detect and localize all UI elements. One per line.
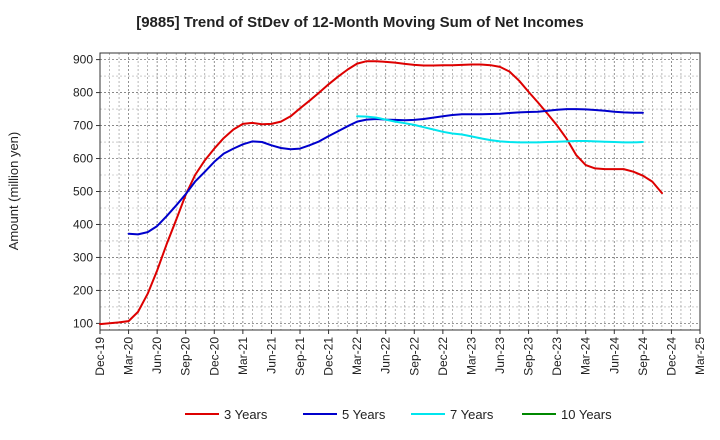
legend-label: 3 Years (224, 407, 268, 422)
y-axis-ticks: 100 200 300 400 500 600 700 800 900 (73, 53, 100, 330)
x-tick-label: Mar-23 (464, 337, 478, 375)
x-tick-label: Dec-23 (550, 337, 564, 376)
legend-label: 7 Years (450, 407, 494, 422)
chart-title: [9885] Trend of StDev of 12-Month Moving… (136, 14, 584, 31)
x-tick-label: Jun-23 (493, 337, 507, 374)
x-tick-label: Mar-24 (579, 337, 593, 375)
x-tick-label: Sep-22 (407, 337, 421, 376)
series-line-3-years (99, 60, 663, 326)
legend-label: 10 Years (561, 407, 612, 422)
y-tick-label: 100 (73, 316, 93, 330)
x-tick-label: Jun-24 (607, 337, 621, 374)
x-tick-label: Dec-19 (93, 337, 107, 376)
x-tick-label: Jun-21 (264, 337, 278, 374)
x-tick-label: Sep-24 (636, 337, 650, 376)
y-tick-label: 300 (73, 250, 93, 264)
grid-lines (100, 53, 700, 330)
x-tick-label: Mar-21 (236, 337, 250, 375)
y-axis-title: Amount (million yen) (6, 132, 21, 251)
x-tick-label: Sep-20 (179, 337, 193, 376)
y-tick-label: 500 (73, 185, 93, 199)
y-tick-label: 600 (73, 152, 93, 166)
x-tick-label: Dec-21 (322, 337, 336, 376)
y-tick-label: 800 (73, 86, 93, 100)
y-tick-label: 200 (73, 283, 93, 297)
legend-label: 5 Years (342, 407, 386, 422)
x-tick-label: Jun-20 (150, 337, 164, 374)
x-tick-label: Mar-20 (122, 337, 136, 375)
x-tick-label: Jun-22 (379, 337, 393, 374)
legend: 3 Years 5 Years 7 Years 10 Years (185, 407, 612, 422)
x-axis-ticks: Dec-19 Mar-20 Jun-20 Sep-20 Dec-20 Mar-21 Jun-… (93, 330, 707, 376)
x-tick-label: Mar-25 (693, 337, 707, 375)
x-tick-label: Dec-24 (664, 337, 678, 376)
y-tick-label: 400 (73, 217, 93, 231)
x-tick-label: Dec-20 (207, 337, 221, 376)
x-tick-label: Mar-22 (350, 337, 364, 375)
series-lines (99, 60, 663, 326)
x-tick-label: Sep-21 (293, 337, 307, 376)
x-tick-label: Sep-23 (522, 337, 536, 376)
y-tick-label: 700 (73, 119, 93, 133)
x-tick-label: Dec-22 (436, 337, 450, 376)
y-tick-label: 900 (73, 53, 93, 67)
series-line-7-years (356, 115, 644, 144)
